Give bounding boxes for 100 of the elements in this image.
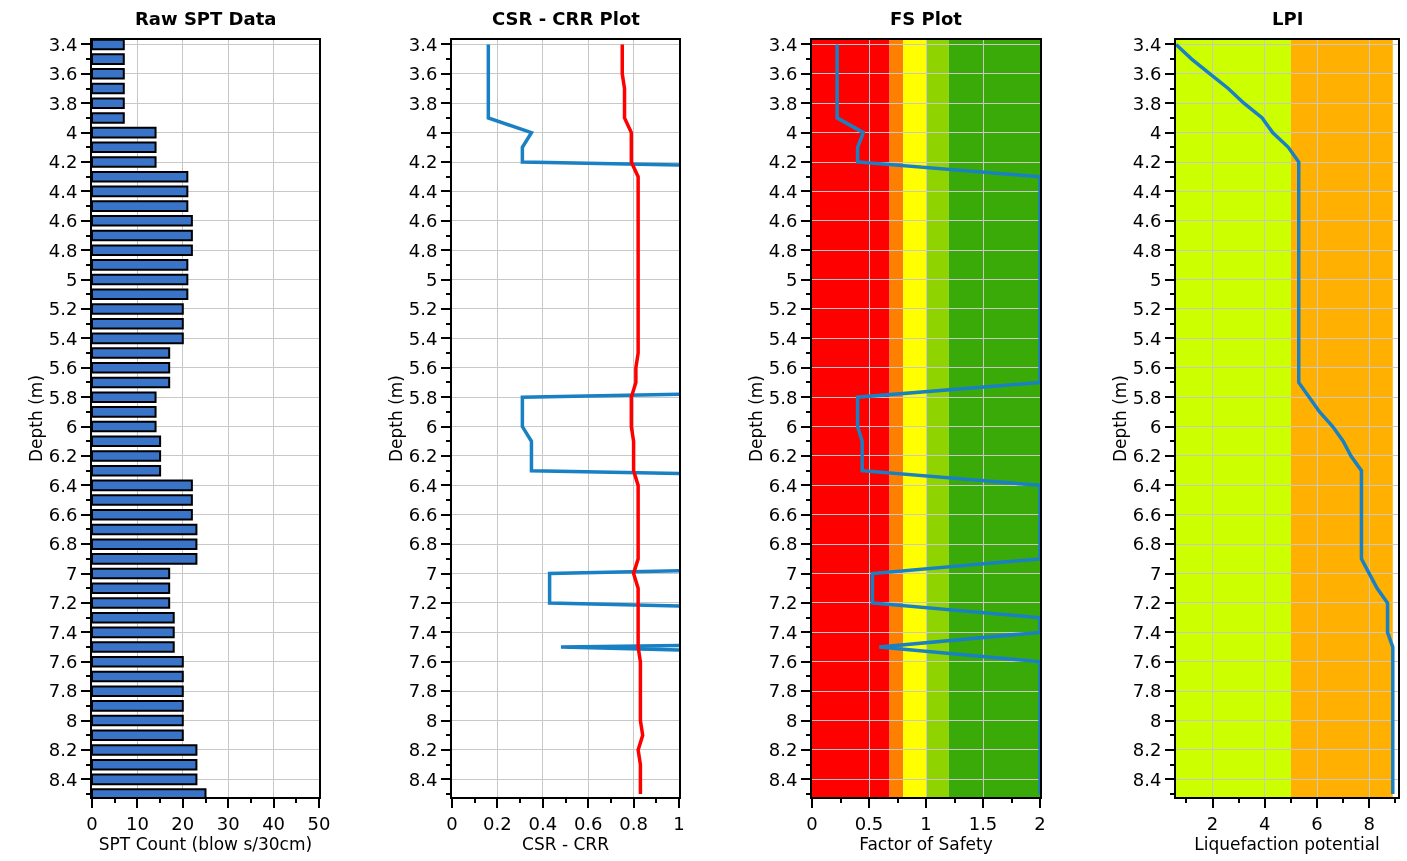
y-tick-label: 7.8 [408,680,438,702]
x-tick-label: 0.6 [573,812,603,834]
y-axis-title: Depth (m) [1109,374,1130,463]
y-tick-label: 5.6 [1132,357,1162,379]
y-tick-label: 3.4 [48,33,78,55]
y-tick-label: 7.4 [1132,621,1162,643]
x-tick-label: 0 [446,812,458,834]
y-tick-label: 4 [65,121,78,143]
y-tick-label: 8.2 [408,739,438,761]
y-tick-label: 7.2 [768,592,798,614]
y-tick-label: 3.4 [408,33,438,55]
x-tick-label: 10 [125,812,149,834]
x-tick-label: 0 [86,812,98,834]
y-tick-label: 4.4 [1132,180,1162,202]
y-tick-label: 3.6 [1132,63,1162,85]
y-tick-label: 3.6 [48,63,78,85]
y-tick-label: 6.8 [48,533,78,555]
x-tick-label: 50 [307,812,331,834]
y-axis-title: Depth (m) [385,374,406,463]
y-tick-label: 7.8 [48,680,78,702]
x-tick-label: 20 [171,812,195,834]
x-tick-label: 0.2 [483,812,512,834]
y-tick-label: 5.6 [408,357,438,379]
y-tick-label: 4.2 [408,151,438,173]
y-tick-label: 6.2 [408,445,438,467]
y-tick-label: 7.4 [768,621,798,643]
x-tick-label: 4 [1259,812,1271,834]
y-tick-label: 5.2 [1132,298,1162,320]
y-tick-label: 7 [65,562,78,584]
y-tick-label: 5.4 [768,327,798,349]
y-tick-label: 5.4 [408,327,438,349]
y-tick-label: 5 [1149,268,1162,290]
y-tick-label: 6.4 [408,474,438,496]
y-axis-title: Depth (m) [25,374,46,463]
y-tick-label: 6.4 [1132,474,1162,496]
y-tick-label: 5.8 [408,386,438,408]
x-tick-label: 1 [673,812,685,834]
chart-title: CSR - CRR Plot [492,8,641,29]
y-tick-label: 5 [65,268,78,290]
y-tick-label: 3.8 [48,92,78,114]
y-tick-label: 7.4 [48,621,78,643]
y-tick-label: 6.6 [408,504,438,526]
y-tick-label: 7 [785,562,798,584]
y-tick-label: 6.6 [48,504,78,526]
x-tick-label: 0.5 [854,812,884,834]
y-tick-label: 7 [1149,562,1162,584]
y-tick-label: 5.4 [48,327,78,349]
y-tick-label: 6 [1149,415,1162,437]
x-tick-label: 8 [1363,812,1375,834]
y-tick-label: 6.6 [1132,504,1162,526]
y-tick-label: 6 [65,415,78,437]
y-tick-label: 4 [785,121,798,143]
y-tick-label: 5.4 [1132,327,1162,349]
chart-title: Raw SPT Data [135,8,277,29]
y-tick-label: 8.4 [408,768,438,790]
y-tick-label: 4.6 [1132,210,1162,232]
y-tick-label: 8.4 [768,768,798,790]
y-tick-label: 4 [1149,121,1162,143]
chart-title: FS Plot [890,8,963,29]
y-tick-label: 7.2 [1132,592,1162,614]
y-tick-label: 3.8 [408,92,438,114]
y-tick-label: 5.2 [48,298,78,320]
y-tick-label: 6.2 [48,445,78,467]
y-tick-label: 8.2 [768,739,798,761]
x-axis-title: SPT Count (blow s/30cm) [98,833,313,854]
y-tick-label: 4.2 [1132,151,1162,173]
y-tick-label: 7.8 [768,680,798,702]
x-axis-title: Liquefaction potential [1194,833,1380,854]
x-tick-label: 0.8 [619,812,648,834]
y-tick-label: 8 [65,709,78,731]
chart-title: LPI [1272,8,1304,29]
y-tick-label: 3.6 [768,63,798,85]
y-tick-label: 8.2 [1132,739,1162,761]
y-tick-label: 4.4 [768,180,798,202]
y-tick-label: 8.4 [48,768,78,790]
y-tick-label: 5 [785,268,798,290]
y-tick-label: 6.4 [768,474,798,496]
x-tick-label: 0 [806,812,818,834]
y-tick-label: 3.6 [408,63,438,85]
y-axis-title: Depth (m) [745,374,766,463]
y-tick-label: 4.6 [48,210,78,232]
y-tick-label: 3.8 [1132,92,1162,114]
y-tick-label: 3.4 [1132,33,1162,55]
y-tick-label: 7.2 [408,592,438,614]
y-tick-label: 7.6 [768,651,798,673]
y-tick-label: 7.4 [408,621,438,643]
y-tick-label: 4.2 [768,151,798,173]
y-tick-label: 6.4 [48,474,78,496]
x-tick-label: 30 [216,812,240,834]
x-tick-label: 2 [1206,812,1219,834]
x-tick-label: 1 [920,812,932,834]
y-tick-label: 7.6 [48,651,78,673]
y-tick-label: 5.6 [768,357,798,379]
y-tick-label: 4.4 [408,180,438,202]
y-tick-label: 7.2 [48,592,78,614]
y-tick-label: 3.4 [768,33,798,55]
y-tick-label: 6.8 [1132,533,1162,555]
y-tick-label: 6.2 [768,445,798,467]
x-tick-label: 1.5 [968,812,998,834]
y-tick-label: 8.2 [48,739,78,761]
